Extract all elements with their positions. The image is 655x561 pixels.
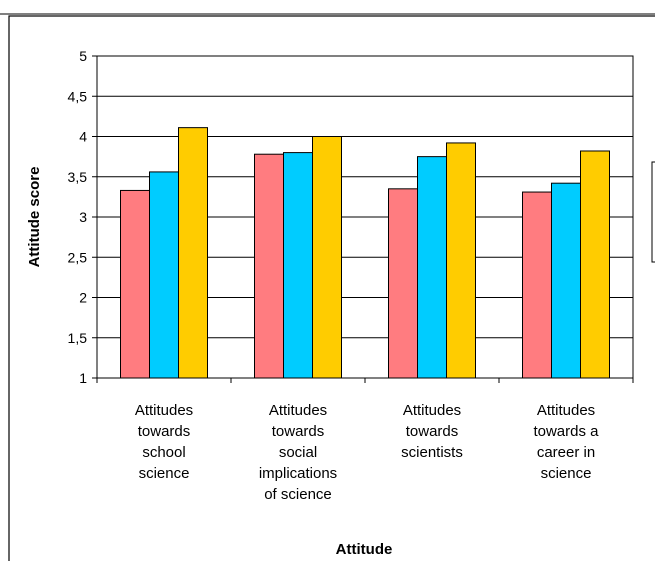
legend-box: [651, 161, 655, 263]
y-tick-label: 1,5: [68, 330, 88, 346]
bar: [388, 188, 418, 379]
x-category-label-line: Attitudes: [403, 402, 461, 419]
y-tick-label: 4,5: [68, 88, 88, 104]
y-tick-label: 4: [79, 129, 87, 145]
x-category-label-line: science: [139, 465, 190, 482]
bar: [580, 150, 610, 379]
y-tick-label: 1: [79, 370, 87, 386]
x-category-label-line: Attitudes: [135, 402, 193, 419]
bar: [551, 182, 581, 379]
bar: [254, 153, 284, 379]
y-tick-label: 3,5: [68, 169, 88, 185]
bars: [120, 127, 610, 379]
bar: [312, 136, 342, 379]
axes: [92, 55, 634, 383]
x-category-label-line: career in: [537, 444, 595, 461]
y-tick-label: 5: [79, 48, 87, 64]
x-category-label-line: science: [541, 465, 592, 482]
x-category-label-line: towards a: [533, 423, 599, 440]
bar: [446, 142, 476, 379]
x-category-label-line: Attitudes: [537, 402, 595, 419]
x-category-label-line: towards: [406, 423, 459, 440]
x-category-label-line: school: [142, 444, 185, 461]
x-category-label-line: social: [279, 444, 317, 461]
y-tick-label: 3: [79, 209, 87, 225]
y-axis-title: Attitude score: [26, 167, 43, 268]
x-category-label-line: Attitudes: [269, 402, 327, 419]
x-axis-title: Attitude: [336, 541, 393, 558]
x-category-label: Attitudes towards school science: [135, 402, 193, 482]
x-category-label-line: towards: [138, 423, 191, 440]
x-category-label-line: towards: [272, 423, 325, 440]
x-category-label: Attitudes towards social implications of sci…: [259, 402, 337, 503]
bar: [178, 127, 208, 379]
x-category-label-line: scientists: [401, 444, 463, 461]
bar: [417, 156, 447, 379]
x-category-label: Attitudes towards a career in science: [533, 402, 599, 482]
bar: [120, 189, 150, 379]
x-category-label: Attitudes towards scientists: [401, 402, 463, 461]
x-category-label-line: of science: [264, 486, 332, 503]
x-category-label-line: implications: [259, 465, 337, 482]
bar: [522, 191, 552, 379]
bar: [283, 152, 313, 379]
bar: [149, 171, 179, 379]
y-tick-label: 2: [79, 290, 87, 306]
labels: 1 1,5 2 2,5 3 3,5 4 4,5 5 Attitudes towards school s…: [68, 48, 600, 503]
y-tick-label: 2,5: [68, 249, 88, 265]
